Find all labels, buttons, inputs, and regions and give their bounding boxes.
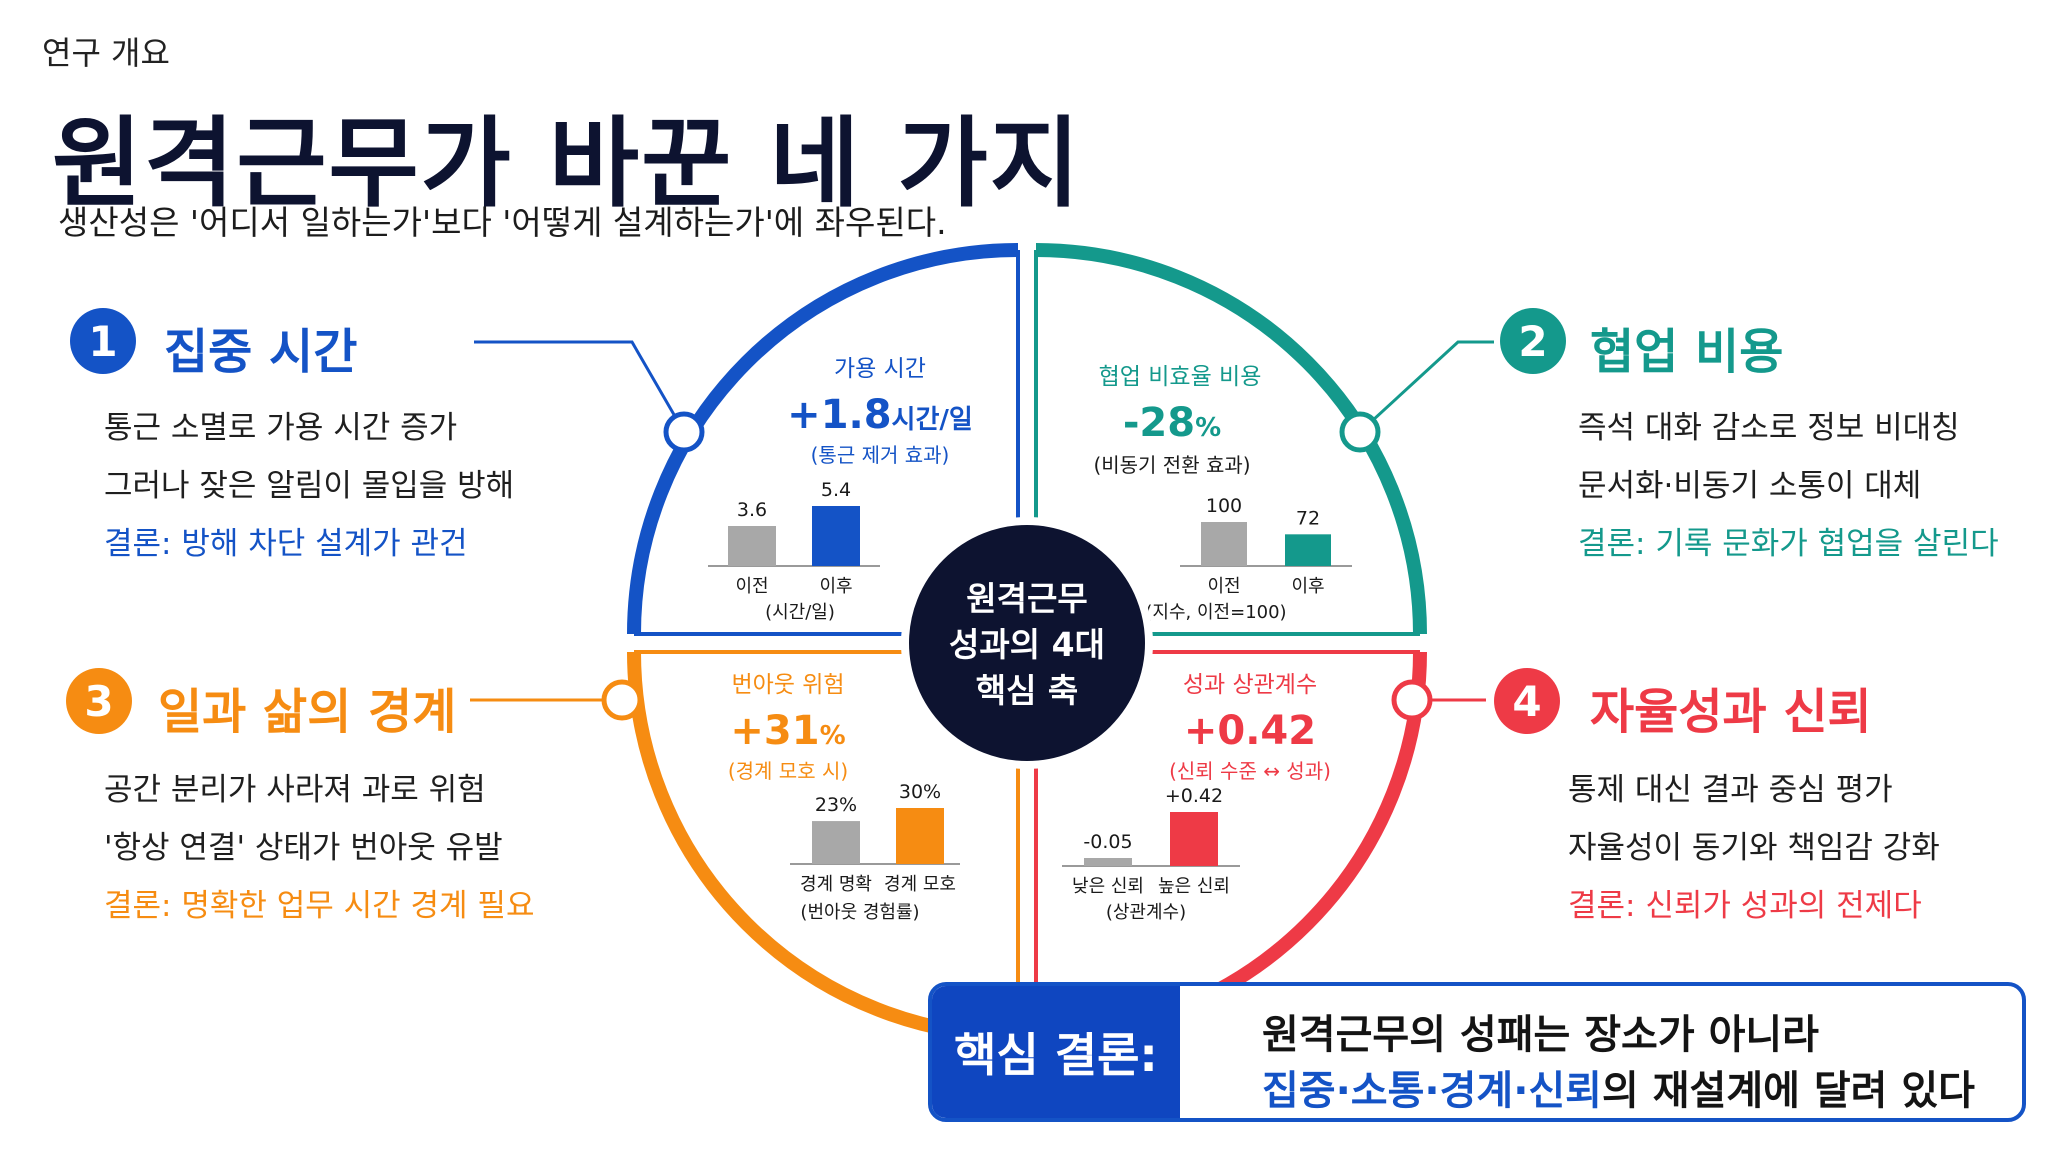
section-1-line-1: 통근 소멸로 가용 시간 증가 (104, 410, 458, 446)
connector-1 (474, 340, 686, 433)
section-4-number: 4 (1494, 668, 1560, 734)
chart-1-bar-1 (728, 526, 776, 566)
section-2-title: 협업 비용 (1590, 324, 1784, 380)
section-1-conclusion: 결론: 방해 차단 설계가 관건 (104, 526, 468, 562)
chart-2-caption: (지수, 이전=100) (1145, 602, 1286, 623)
banner-highlight: 집중·소통·경계·신뢰 (1262, 1068, 1602, 1114)
bar-charts: 3.6 이전 5.4 이후 100 이전 72 이후 23% 경계 명확 30% 경계 모호 -0.05… (708, 479, 1352, 897)
chart-3-value-label-2: 30% (899, 781, 941, 803)
metric-2-value: -28% (1123, 400, 1221, 446)
section-2-line-2: 문서화·비동기 소통이 대체 (1578, 468, 1922, 504)
chart-4-category-label-1: 낮은 신뢰 (1072, 876, 1144, 897)
connector-dot-4 (1391, 679, 1433, 721)
chart-4-value-label-2: +0.42 (1165, 785, 1223, 807)
chart-2-bar-1 (1201, 522, 1247, 566)
eyebrow-label: 연구 개요 (42, 34, 170, 72)
chart-2-value-label-1: 100 (1206, 495, 1242, 517)
connector-2 (1358, 340, 1494, 434)
chart-3-category-label-2: 경계 모호 (884, 874, 956, 895)
chart-1-value-label-2: 5.4 (821, 479, 851, 501)
metric-4-value: +0.42 (1184, 708, 1316, 754)
connector-dot-1 (663, 411, 705, 453)
banner-line-2: 집중·소통·경계·신뢰의 재설계에 달려 있다 (1262, 1058, 1975, 1116)
center-hub (901, 517, 1153, 769)
chart-4-bar-2 (1170, 812, 1218, 866)
section-4-title: 자율성과 신뢰 (1590, 684, 1872, 740)
metric-3-value: +31% (730, 708, 845, 754)
section-3-line-1: 공간 분리가 사라져 과로 위험 (104, 772, 486, 808)
metric-4-note: (신뢰 수준 ↔ 성과) (1169, 759, 1331, 783)
quadrant-arc-2 (1035, 243, 1427, 635)
section-2-conclusion: 결론: 기록 문화가 협업을 살린다 (1578, 526, 1999, 562)
section-3-number: 3 (66, 668, 132, 734)
connector-dot-2 (1339, 411, 1381, 453)
section-3-conclusion: 결론: 명확한 업무 시간 경계 필요 (104, 888, 535, 924)
center-line-3: 핵심 축 (976, 671, 1079, 710)
chart-1-category-label-1: 이전 (735, 576, 768, 597)
section-4-conclusion: 결론: 신뢰가 성과의 전제다 (1568, 888, 1922, 924)
chart-4-value-label-1: -0.05 (1083, 831, 1132, 853)
chart-1-value-label-1: 3.6 (737, 499, 767, 521)
center-line-1: 원격근무 (966, 579, 1087, 618)
banner-line-1: 원격근무의 성패는 장소가 아니라 (1262, 1012, 1819, 1058)
quadrant-arc-1 (627, 243, 1019, 635)
metric-1-label: 가용 시간 (834, 356, 926, 382)
metric-2-note: (비동기 전환 효과) (1093, 453, 1250, 477)
chart-4-category-label-2: 높은 신뢰 (1158, 876, 1230, 897)
chart-2-value-label-2: 72 (1296, 507, 1320, 529)
section-3-line-2: '항상 연결' 상태가 번아웃 유발 (104, 830, 503, 866)
section-4-line-1: 통제 대신 결과 중심 평가 (1568, 772, 1893, 808)
center-line-2: 성과의 4대 (949, 625, 1105, 664)
chart-3-bar-2 (896, 808, 944, 864)
chart-2-category-label-2: 이후 (1291, 576, 1324, 597)
chart-4-bar-1 (1084, 858, 1132, 866)
chart-1-category-label-2: 이후 (819, 576, 852, 597)
connector-dot-3 (601, 679, 643, 721)
chart-3-category-label-1: 경계 명확 (800, 874, 872, 895)
section-2-line-1: 즉석 대화 감소로 정보 비대칭 (1578, 410, 1960, 446)
chart-3-bar-1 (812, 821, 860, 864)
metric-2-label: 협업 비효율 비용 (1099, 364, 1262, 390)
conclusion-banner: 핵심 결론: 원격근무의 성패는 장소가 아니라 집중·소통·경계·신뢰의 재설… (928, 982, 2026, 1122)
chart-4-caption: (상관계수) (1106, 902, 1186, 923)
chart-3-value-label-1: 23% (815, 794, 857, 816)
section-3-title: 일과 삶의 경계 (158, 684, 457, 740)
banner-line-2-rest: 의 재설계에 달려 있다 (1602, 1068, 1975, 1114)
section-1-number: 1 (70, 308, 136, 374)
metric-4-label: 성과 상관계수 (1183, 672, 1317, 698)
banner-label: 핵심 결론: (932, 986, 1180, 1118)
metric-3-note: (경계 모호 시) (728, 759, 848, 783)
metric-1-note: (통근 제거 효과) (811, 443, 950, 467)
section-2-number: 2 (1500, 308, 1566, 374)
chart-1-bar-2 (812, 506, 860, 566)
chart-2-category-label-1: 이전 (1207, 576, 1240, 597)
page-title: 원격근무가 바꾼 네 가지 (52, 107, 1082, 221)
section-1-title: 집중 시간 (164, 324, 358, 380)
chart-1-caption: (시간/일) (765, 602, 835, 623)
section-4-line-2: 자율성이 동기와 책임감 강화 (1568, 830, 1940, 866)
chart-2-bar-2 (1285, 534, 1331, 566)
metric-1-value: +1.8시간/일 (787, 392, 973, 438)
chart-3-caption: (번아웃 경험률) (800, 902, 919, 923)
page-subtitle: 생산성은 '어디서 일하는가'보다 '어떻게 설계하는가'에 좌우된다. (58, 203, 947, 242)
metric-3-label: 번아웃 위험 (731, 672, 844, 698)
section-1-line-2: 그러나 잦은 알림이 몰입을 방해 (104, 468, 515, 504)
